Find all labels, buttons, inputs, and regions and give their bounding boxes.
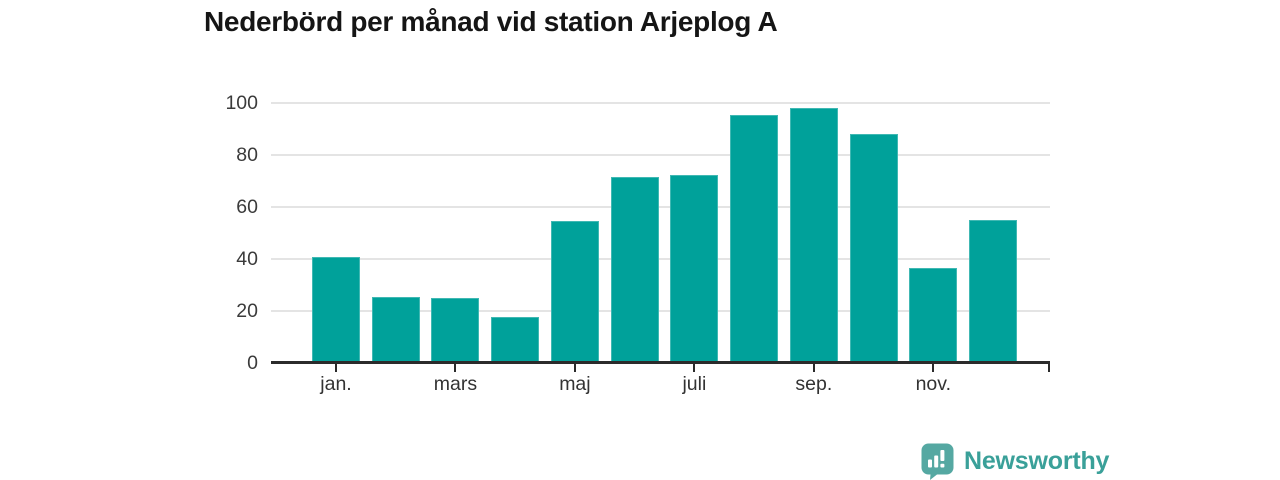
newsworthy-logo-text: Newsworthy	[964, 446, 1110, 475]
y-gridline	[271, 309, 1050, 312]
bar	[491, 317, 540, 363]
bar	[670, 174, 719, 363]
x-axis-tick	[693, 362, 696, 372]
y-axis-tick-label: 0	[247, 351, 258, 374]
x-axis-tick-label: jan.	[320, 373, 352, 395]
y-axis-tick-label: 80	[236, 143, 258, 166]
y-gridline	[271, 101, 1050, 104]
newsworthy-logo: Newsworthy	[920, 442, 1109, 480]
bar	[371, 297, 420, 363]
bar	[789, 107, 838, 363]
bar	[730, 114, 779, 363]
bar	[909, 267, 958, 363]
x-axis-tick-label: sep.	[795, 373, 833, 395]
x-axis-line	[271, 361, 1050, 364]
y-gridline	[271, 257, 1050, 260]
chart-title: Nederbörd per månad vid station Arjeplog…	[204, 6, 778, 37]
x-axis-tick	[573, 362, 576, 372]
x-axis-end-tick	[1047, 362, 1050, 372]
y-gridline	[271, 153, 1050, 156]
x-axis-tick-label: mars	[433, 373, 478, 395]
y-axis-tick-label: 60	[236, 195, 258, 218]
y-axis-tick-label: 20	[236, 299, 258, 322]
x-axis-tick	[454, 362, 457, 372]
bar	[849, 133, 898, 363]
y-axis-tick-label: 100	[225, 91, 258, 114]
bar	[312, 257, 360, 363]
y-axis-tick-label: 40	[236, 247, 258, 270]
x-axis-tick	[335, 362, 337, 372]
bar	[969, 220, 1018, 363]
bar	[550, 220, 599, 363]
bar	[610, 176, 659, 363]
x-axis-tick	[812, 362, 815, 372]
bar	[431, 297, 480, 363]
x-axis-tick-label: maj	[559, 373, 591, 395]
x-axis-tick-label: nov.	[915, 373, 951, 395]
x-axis-tick	[932, 362, 935, 372]
y-gridline	[271, 205, 1050, 208]
x-axis-tick-label: juli	[682, 373, 707, 395]
newsworthy-logo-icon	[921, 443, 954, 480]
